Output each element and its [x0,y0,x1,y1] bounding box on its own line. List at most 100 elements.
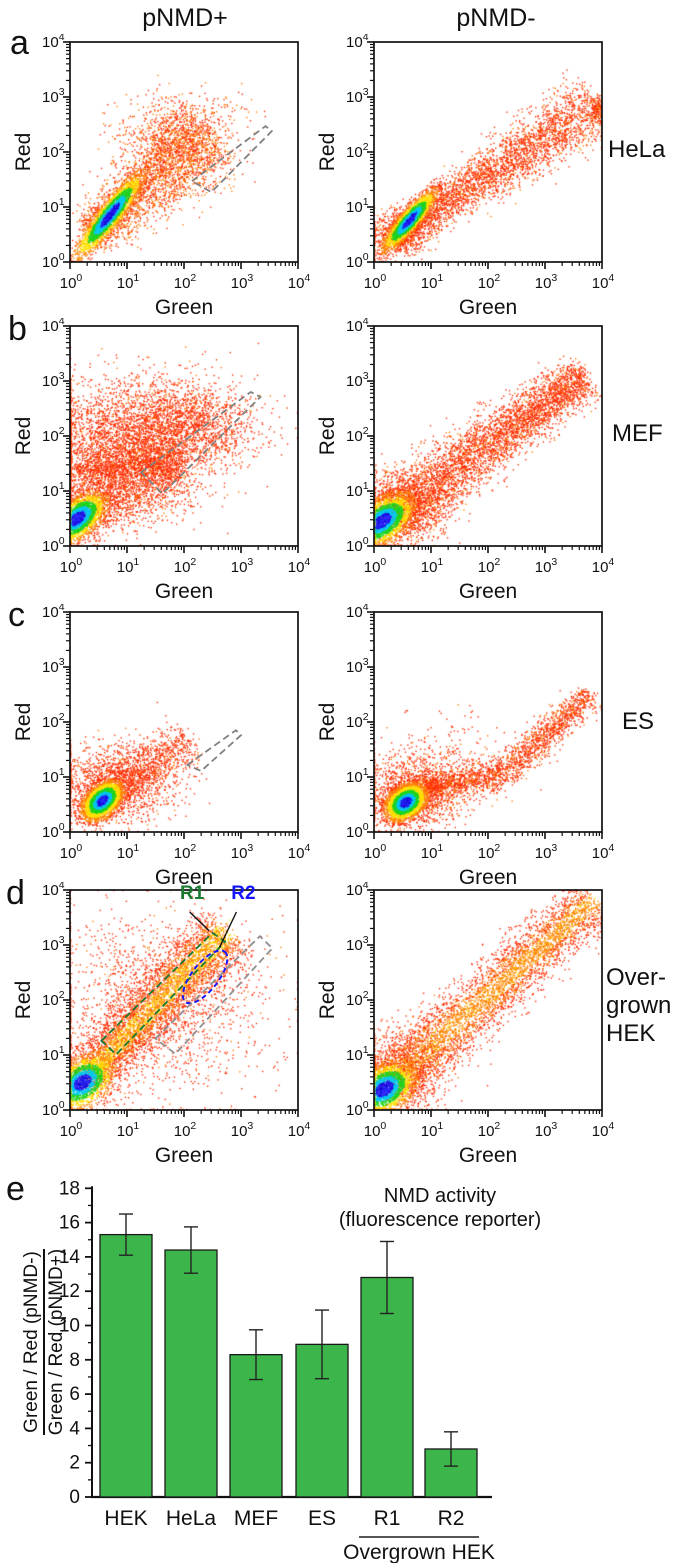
axis-tick-label: 103 [346,656,369,676]
axis-tick-label: 103 [535,272,558,292]
axis-tick-label: 100 [42,821,65,841]
gate-label-leader-line [189,911,210,932]
axis-tick-label: 100 [346,821,369,841]
axis-tick-label: 103 [42,934,65,954]
group-label-overgrown-hek: Overgrown HEK [343,1541,495,1563]
axis-tick-label: 102 [346,711,369,731]
row-label-overgrown-line2: grown [606,992,672,1019]
axis-tick-label: 101 [346,196,369,216]
axis-tick-label: 103 [535,556,558,576]
axis-tick-label: 101 [117,556,140,576]
axis-tick-label: 103 [346,934,369,954]
axis-tick-label: 103 [42,86,65,106]
bar-y-tick-label: 12 [59,1281,80,1302]
axis-tick-label: 100 [60,272,83,292]
axis-tick-label: 102 [346,141,369,161]
bar-chart-svg: 0 2 4 6 8 10 12 14 16 18 HEK HeLa MEF ES R1 R2 Overgrown… [59,1178,495,1563]
axis-tick-label: 101 [346,480,369,500]
axis-tick-label: 104 [288,272,311,292]
bar-y-tick-label: 4 [69,1418,80,1439]
scatter-points-canvas-b_right [374,326,602,546]
scatter-points-canvas-a_right [374,42,602,262]
column-title-pnmd-plus: pNMD+ [142,4,228,32]
axis-tick-label: 100 [60,842,83,862]
axis-tick-label: 100 [346,251,369,271]
axis-tick-label: 101 [421,1120,444,1140]
x-axis-label: Green [155,866,213,889]
axis-tick-label: 102 [478,1120,501,1140]
bar-y-tick-label: 8 [69,1350,80,1371]
axis-tick-label: 103 [42,656,65,676]
axis-tick-label: 100 [364,842,387,862]
bar-chart-panel: 0 2 4 6 8 10 12 14 16 18 HEK HeLa MEF ES R1 R2 Overgrown… [0,1168,675,1563]
axis-tick-label: 104 [42,882,65,899]
panel-letter-a: a [10,24,29,62]
axis-tick-label: 100 [346,535,369,555]
bar-y-tick-label: 10 [59,1316,80,1337]
axis-tick-label: 100 [42,1099,65,1119]
bar-y-tick-label: 16 [59,1213,80,1234]
axis-tick-label: 102 [174,272,197,292]
axis-tick-label: 101 [42,196,65,216]
bar-HeLa [164,1249,218,1498]
bar-chart-title-line2: (fluorescence reporter) [338,1209,542,1231]
axis-tick-label: 102 [478,556,501,576]
gate-polygon-a_left-0 [190,125,274,194]
axis-tick-label: 103 [231,556,254,576]
panel-letter-c: c [8,596,25,634]
axis-tick-label: 103 [535,842,558,862]
y-axis-label: Red [316,703,339,742]
panel-letter-e: e [6,1170,25,1208]
bar-y-tick-label: 18 [59,1178,80,1199]
scatter-panel-b-pnmd-minus: 100 100 101 101 102 102 103 103 104 104 Green Red [316,318,616,618]
gate-polygon-d_left-0 [100,931,227,1056]
axis-tick-label: 103 [535,1120,558,1140]
axis-tick-label: 104 [592,1120,615,1140]
panel-letter-b: b [8,310,27,348]
bar-y-tick-label: 0 [69,1487,80,1508]
axis-tick-label: 102 [478,272,501,292]
scatter-points-canvas-a_left [70,42,298,262]
plot-frame [69,325,299,547]
scatter-points-canvas-b_left [70,326,298,546]
plot-frame [373,41,603,263]
row-label-hela: HeLa [608,136,666,163]
axis-tick-label: 103 [231,842,254,862]
plot-frame [373,889,603,1111]
axis-tick-label: 101 [117,1120,140,1140]
bar-chart-title: NMD activity (fluorescence reporter) [285,1184,595,1232]
axis-tick-label: 101 [42,1044,65,1064]
axis-tick-label: 101 [421,556,444,576]
scatter-points-canvas-c_left [70,612,298,832]
axis-tick-label: 104 [346,882,369,899]
bar-HEK [99,1233,153,1498]
axis-tick-label: 101 [42,480,65,500]
axis-tick-label: 102 [42,989,65,1009]
scatter-points-canvas-c_right [374,612,602,832]
axis-tick-label: 100 [42,251,65,271]
scatter-panel-c-pnmd-plus: 100 100 101 101 102 102 103 103 104 104 Green Red [12,604,312,904]
axis-tick-label: 104 [42,318,65,335]
plot-frame [373,325,603,547]
bar-y-tick-label: 14 [59,1247,81,1268]
bar-category-label-MEF: MEF [234,1507,278,1530]
axis-tick-label: 104 [592,842,615,862]
scatter-points-canvas-d_right [374,890,602,1110]
axis-tick-label: 102 [174,1120,197,1140]
axis-tick-label: 102 [42,141,65,161]
row-label-mef: MEF [612,420,663,447]
y-axis-label: Red [12,981,35,1020]
panel-letter-d: d [6,874,25,912]
axis-tick-label: 100 [60,556,83,576]
gate-ellipse-d_left-1 [181,949,229,1005]
axis-tick-label: 104 [42,604,65,621]
axis-tick-label: 102 [174,556,197,576]
axis-tick-label: 101 [346,766,369,786]
bar-y-tick-label: 6 [69,1384,80,1405]
axis-tick-label: 103 [346,86,369,106]
axis-tick-label: 100 [60,1120,83,1140]
scatter-panel-d-pnmd-minus: 100 100 101 101 102 102 103 103 104 104 Green Red [316,882,616,1182]
